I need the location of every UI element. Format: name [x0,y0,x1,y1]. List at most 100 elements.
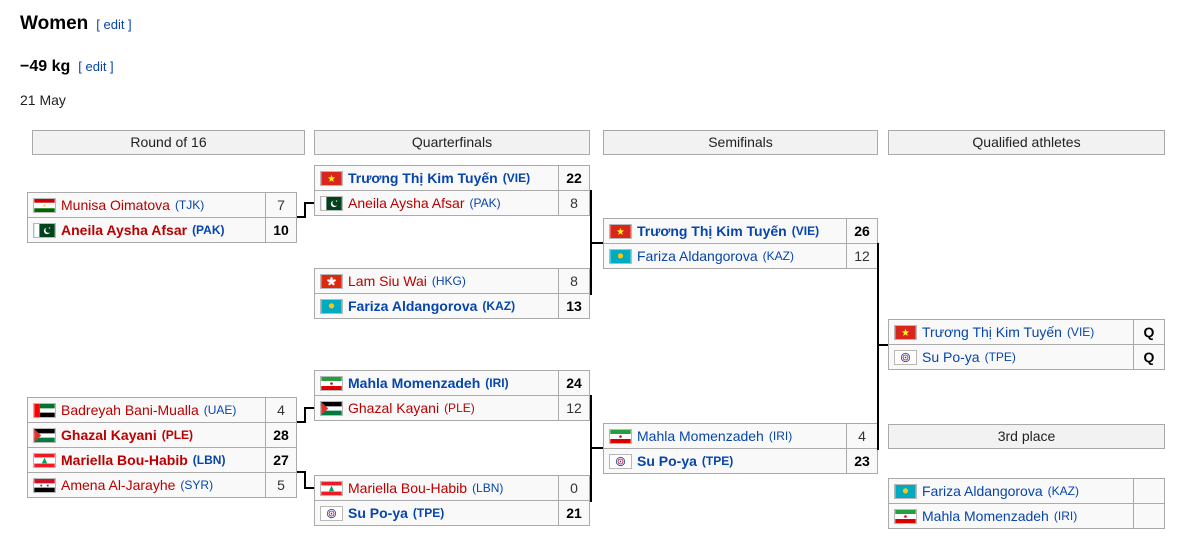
flag-lbn-icon[interactable] [320,480,343,496]
athlete-name-link[interactable]: Mahla Momenzadeh [922,508,1049,524]
flag-ple-icon[interactable] [33,427,56,443]
match-qf3: Mahla Momenzadeh (IRI) 24 Ghazal Kayani (PLE… [314,370,590,421]
noc-code-link[interactable]: (LBN) [472,481,504,495]
flag-tpe-icon[interactable] [609,453,632,469]
noc-code-link[interactable]: (IRI) [768,429,793,443]
athlete-name-link[interactable]: Ghazal Kayani [61,427,157,443]
flag-vie-icon[interactable] [894,324,917,340]
flag-syr-icon[interactable] [33,477,56,493]
athlete-name-link[interactable]: Fariza Aldangorova [922,483,1043,499]
noc-code-link[interactable]: (PAK) [192,223,225,237]
match-qf1: Trương Thị Kim Tuyến (VIE) 22 Aneila Aysha … [314,165,590,216]
athlete-name-link[interactable]: Amena Al-Jarayhe [61,477,176,493]
athlete-name-link[interactable]: Mahla Momenzadeh [637,428,764,444]
flag-iri-icon[interactable] [894,508,917,524]
noc-code-link[interactable]: (VIE) [791,224,820,238]
athlete-name-link[interactable]: Aneila Aysha Afsar [61,222,188,238]
flag-uae-icon[interactable] [33,402,56,418]
match-sf2: Mahla Momenzadeh (IRI) 4 Su Po-ya (TPE) 23 [603,423,878,474]
flag-pak-icon[interactable] [320,195,343,211]
bracket-connector-line [304,407,306,423]
flag-tpe-icon[interactable] [894,349,917,365]
noc-code-link[interactable]: (VIE) [502,171,531,185]
match-row: Amena Al-Jarayhe (SYR) 5 [28,472,296,497]
match-row: Su Po-ya (TPE) 21 [315,500,589,525]
flag-tjk-icon[interactable] [33,197,56,213]
athlete-name-link[interactable]: Trương Thị Kim Tuyến [922,324,1062,340]
athlete-cell: Badreyah Bani-Mualla (UAE) [28,398,265,422]
match-row: Su Po-ya (TPE) Q [889,344,1164,369]
match-row: Mariella Bou-Habib (LBN) 27 [28,448,296,472]
noc-code-link[interactable]: (IRI) [1053,509,1078,523]
round-header-quarterfinals: Quarterfinals [314,130,590,155]
noc-code-link[interactable]: (PLE) [444,401,475,415]
noc-code-link[interactable]: (LBN) [192,453,226,467]
athlete-name-link[interactable]: Su Po-ya [348,505,408,521]
noc-code-link[interactable]: (HKG) [431,274,466,288]
match-row: Aneila Aysha Afsar (PAK) 8 [315,190,589,215]
noc-code-link[interactable]: (SYR) [180,478,214,492]
score-cell: 8 [558,191,589,215]
score-cell: 5 [265,473,296,497]
athlete-cell: Ghazal Kayani (PLE) [315,396,558,420]
athlete-name-link[interactable]: Fariza Aldangorova [348,298,478,314]
match-row: Munisa Oimatova (TJK) 7 [28,193,296,217]
noc-code-link[interactable]: (KAZ) [482,299,516,313]
athlete-name-link[interactable]: Trương Thị Kim Tuyến [348,170,498,186]
athlete-name-link[interactable]: Badreyah Bani-Mualla [61,402,199,418]
athlete-cell: Su Po-ya (TPE) [315,501,558,525]
match-qf4: Mariella Bou-Habib (LBN) 0 Su Po-ya (TPE) 21 [314,475,590,526]
noc-code-link[interactable]: (VIE) [1066,325,1095,339]
noc-code-link[interactable]: (KAZ) [762,249,794,263]
edit-women-link[interactable]: [ edit ] [96,17,132,32]
athlete-name-link[interactable]: Ghazal Kayani [348,400,440,416]
athlete-name-link[interactable]: Su Po-ya [922,349,980,365]
match-row: Badreyah Bani-Mualla (UAE) 4 [28,398,296,422]
noc-code-link[interactable]: (TJK) [174,198,205,212]
match-row: Trương Thị Kim Tuyến (VIE) Q [889,320,1164,344]
athlete-name-link[interactable]: Fariza Aldangorova [637,248,758,264]
athlete-cell: Su Po-ya (TPE) [889,345,1133,369]
weight-class-text: −49 kg [20,58,71,75]
flag-ple-icon[interactable] [320,400,343,416]
flag-vie-icon[interactable] [609,223,632,239]
noc-code-link[interactable]: (TPE) [984,350,1016,364]
match-third: Fariza Aldangorova (KAZ) Mahla Momenzadeh (… [888,478,1165,529]
athlete-cell: Munisa Oimatova (TJK) [28,193,265,217]
flag-lbn-icon[interactable] [33,452,56,468]
flag-pak-icon[interactable] [33,222,56,238]
noc-code-link[interactable]: (UAE) [203,403,237,417]
flag-iri-icon[interactable] [609,428,632,444]
athlete-cell: Trương Thị Kim Tuyến (VIE) [889,320,1133,344]
flag-vie-icon[interactable] [320,170,343,186]
athlete-cell: Mahla Momenzadeh (IRI) [889,504,1133,528]
bracket-connector-line [877,344,888,346]
noc-code-link[interactable]: (PLE) [161,428,194,442]
flag-kaz-icon[interactable] [894,483,917,499]
athlete-name-link[interactable]: Trương Thị Kim Tuyến [637,223,787,239]
flag-tpe-icon[interactable] [320,505,343,521]
match-row: Fariza Aldangorova (KAZ) [889,479,1164,503]
athlete-name-link[interactable]: Munisa Oimatova [61,197,170,213]
noc-code-link[interactable]: (TPE) [701,454,734,468]
bracket-connector-line [304,202,314,204]
noc-code-link[interactable]: (KAZ) [1047,484,1079,498]
athlete-name-link[interactable]: Aneila Aysha Afsar [348,195,465,211]
athlete-name-link[interactable]: Mahla Momenzadeh [348,375,481,391]
athlete-name-link[interactable]: Su Po-ya [637,453,697,469]
flag-iri-icon[interactable] [320,375,343,391]
athlete-name-link[interactable]: Lam Siu Wai [348,273,427,289]
match-row: Trương Thị Kim Tuyến (VIE) 22 [315,166,589,190]
athlete-name-link[interactable]: Mariella Bou-Habib [348,480,468,496]
athlete-cell: Mahla Momenzadeh (IRI) [604,424,846,448]
athlete-name-link[interactable]: Mariella Bou-Habib [61,452,188,468]
flag-hkg-icon[interactable] [320,273,343,289]
noc-code-link[interactable]: (IRI) [485,376,509,390]
edit-49kg-link[interactable]: [ edit ] [78,59,114,74]
flag-kaz-icon[interactable] [320,298,343,314]
score-cell: 12 [846,244,877,268]
flag-kaz-icon[interactable] [609,248,632,264]
noc-code-link[interactable]: (PAK) [469,196,501,210]
round-header-qualified: Qualified athletes [888,130,1165,155]
noc-code-link[interactable]: (TPE) [412,506,445,520]
